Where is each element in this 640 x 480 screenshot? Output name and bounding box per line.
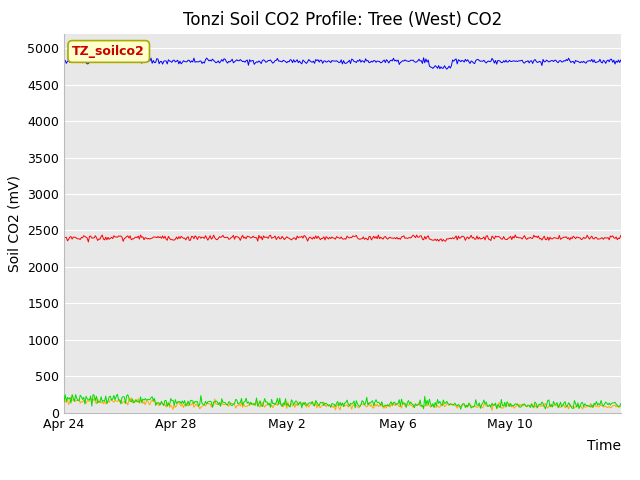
Line: -16cm: -16cm (64, 58, 640, 69)
-8cm (336, 399, 344, 405)
-8cm (340, 404, 348, 409)
-4cm (60, 399, 68, 405)
-16cm (373, 58, 381, 64)
-8cm (457, 407, 465, 412)
-4cm (639, 404, 640, 409)
-4cm (67, 394, 75, 400)
-8cm (406, 401, 413, 407)
-8cm (374, 399, 382, 405)
-4cm (374, 404, 382, 409)
-8cm (627, 401, 635, 407)
Line: -4cm: -4cm (64, 397, 640, 410)
-2cm (60, 234, 68, 240)
-2cm (406, 235, 413, 240)
-8cm (60, 399, 68, 405)
-16cm (639, 60, 640, 65)
-8cm (537, 402, 545, 408)
-2cm (336, 236, 344, 241)
-2cm (374, 232, 382, 238)
Text: TZ_soilco2: TZ_soilco2 (72, 45, 145, 58)
-8cm (639, 402, 640, 408)
-16cm (404, 59, 412, 64)
-2cm (340, 236, 348, 242)
-4cm (488, 408, 496, 413)
Text: Time: Time (587, 439, 621, 453)
-16cm (335, 60, 343, 65)
Line: -2cm: -2cm (64, 235, 640, 242)
-2cm (639, 235, 640, 241)
-4cm (340, 401, 348, 407)
-16cm (537, 59, 545, 65)
-4cm (406, 401, 413, 407)
-16cm (420, 55, 428, 60)
-4cm (537, 404, 545, 409)
Title: Tonzi Soil CO2 Profile: Tree (West) CO2: Tonzi Soil CO2 Profile: Tree (West) CO2 (183, 11, 502, 29)
Line: -8cm: -8cm (64, 394, 640, 409)
-16cm (60, 57, 68, 62)
-2cm (84, 239, 92, 245)
-8cm (113, 391, 121, 397)
-2cm (627, 233, 635, 239)
-16cm (627, 59, 635, 64)
-2cm (511, 232, 519, 238)
-16cm (339, 61, 346, 67)
-4cm (627, 404, 635, 410)
Y-axis label: Soil CO2 (mV): Soil CO2 (mV) (8, 175, 22, 272)
-4cm (336, 407, 344, 413)
-16cm (443, 66, 451, 72)
-2cm (537, 236, 545, 241)
